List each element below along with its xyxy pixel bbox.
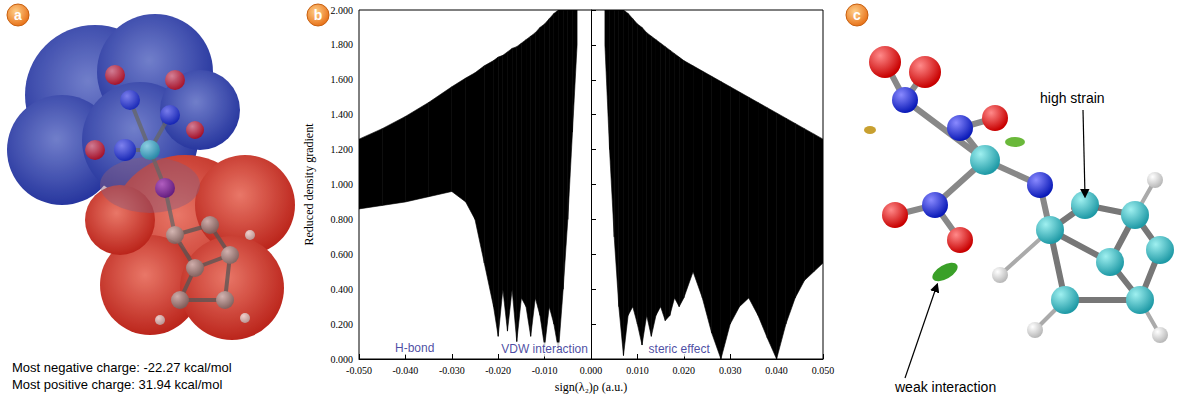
svg-text:2.000: 2.000 [331,5,354,16]
svg-text:1.000: 1.000 [331,179,354,190]
svg-text:1.600: 1.600 [331,74,354,85]
svg-text:0.050: 0.050 [812,365,835,376]
svg-text:-0.050: -0.050 [346,365,372,376]
svg-text:Most negative charge: -22.27 k: Most negative charge: -22.27 kcal/mol [12,360,232,375]
svg-text:-0.040: -0.040 [392,365,418,376]
svg-text:Most positive charge: 31.94 kc: Most positive charge: 31.94 kcal/mol [12,377,222,392]
svg-text:VDW interaction: VDW interaction [501,342,588,356]
svg-text:0.020: 0.020 [673,365,696,376]
svg-text:sign(λ₂)ρ (a.u.): sign(λ₂)ρ (a.u.) [555,380,627,394]
svg-text:0.200: 0.200 [331,319,354,330]
svg-text:b: b [314,7,323,23]
svg-text:0.400: 0.400 [331,284,354,295]
svg-text:0.040: 0.040 [765,365,788,376]
svg-text:high strain: high strain [1040,90,1105,106]
svg-text:a: a [14,7,22,23]
svg-text:1.200: 1.200 [331,144,354,155]
svg-text:weak interaction: weak interaction [894,379,996,395]
svg-text:c: c [853,7,861,23]
svg-text:0.800: 0.800 [331,214,354,225]
svg-text:1.400: 1.400 [331,109,354,120]
svg-text:H-bond: H-bond [395,341,434,355]
svg-text:0.030: 0.030 [719,365,742,376]
svg-text:0.600: 0.600 [331,249,354,260]
svg-text:1.800: 1.800 [331,39,354,50]
svg-text:-0.020: -0.020 [485,365,511,376]
svg-text:0.000: 0.000 [580,365,603,376]
svg-text:0.010: 0.010 [626,365,649,376]
svg-text:-0.030: -0.030 [439,365,465,376]
svg-text:0.000: 0.000 [331,354,354,365]
svg-text:-0.010: -0.010 [532,365,558,376]
svg-text:Reduced density gradient: Reduced density gradient [302,123,316,246]
svg-text:steric effect: steric effect [649,342,711,356]
